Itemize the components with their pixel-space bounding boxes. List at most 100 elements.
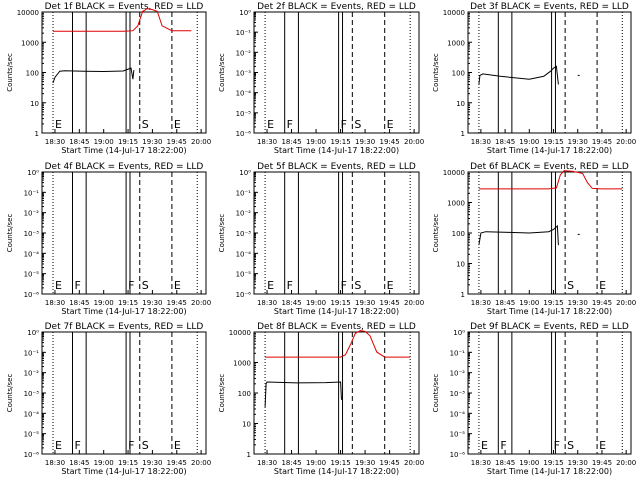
x-tick-label: 19:30 bbox=[568, 299, 588, 307]
x-tick-label: 19:45 bbox=[592, 459, 612, 467]
y-tick-label: 10⁻² bbox=[24, 370, 40, 378]
event-label: S bbox=[354, 279, 361, 292]
y-tick-label: 10⁰ bbox=[239, 9, 251, 17]
x-tick-label: 18:45 bbox=[495, 138, 515, 146]
x-tick-label: 18:45 bbox=[69, 299, 89, 307]
event-label: E bbox=[55, 118, 62, 131]
plot-frame bbox=[41, 331, 207, 455]
x-axis-label: Start Time (14-Jul-17 18:22:00) bbox=[61, 146, 186, 155]
x-tick-label: 19:30 bbox=[355, 138, 375, 146]
events-series-line bbox=[478, 224, 559, 246]
y-tick-label: 10 bbox=[242, 421, 251, 429]
event-label: F bbox=[341, 118, 347, 131]
y-tick-label: 10⁻¹ bbox=[24, 349, 40, 357]
x-tick-label: 18:30 bbox=[471, 138, 491, 146]
x-tick-label: 20:00 bbox=[404, 138, 424, 146]
y-tick-label: 10⁻³ bbox=[236, 230, 252, 238]
x-tick-label: 19:15 bbox=[118, 138, 138, 146]
x-tick-label: 19:00 bbox=[306, 138, 326, 146]
y-tick-label: 10⁻⁶ bbox=[236, 291, 252, 299]
x-tick-label: 19:00 bbox=[94, 138, 114, 146]
x-tick-label: 18:45 bbox=[495, 459, 515, 467]
panel-det-6: Det 6f BLACK = Events, RED = LLD 18:30 18:… bbox=[432, 162, 636, 316]
events-series-line bbox=[52, 67, 135, 84]
y-tick-label: 100 bbox=[26, 70, 39, 78]
y-tick-label: 10⁻³ bbox=[24, 390, 40, 398]
y-tick-label: 1000 bbox=[447, 200, 465, 208]
x-tick-label: 20:00 bbox=[616, 459, 636, 467]
plot-frame bbox=[467, 331, 632, 455]
plot-frame bbox=[253, 331, 420, 455]
panel-title: Det 3f BLACK = Events, RED = LLD bbox=[470, 2, 629, 12]
x-tick-label: 18:30 bbox=[471, 459, 491, 467]
x-tick-label: 19:30 bbox=[568, 138, 588, 146]
x-tick-label: 18:30 bbox=[45, 138, 65, 146]
x-tick-label: 19:45 bbox=[379, 299, 399, 307]
x-tick-label: 19:15 bbox=[543, 459, 563, 467]
panel-title: Det 2f BLACK = Events, RED = LLD bbox=[257, 2, 416, 12]
y-axis-label: Counts/sec bbox=[432, 214, 440, 253]
y-tick-label: 10 bbox=[456, 261, 465, 269]
y-tick-label: 1 bbox=[247, 451, 251, 459]
event-label: F bbox=[75, 279, 81, 292]
event-label: S bbox=[567, 279, 574, 292]
x-tick-label: 19:45 bbox=[167, 459, 187, 467]
x-tick-label: 19:00 bbox=[306, 459, 326, 467]
y-tick-label: 10000 bbox=[443, 169, 465, 177]
x-tick-label: 20:00 bbox=[616, 299, 636, 307]
event-label: E bbox=[387, 279, 394, 292]
x-tick-label: 19:30 bbox=[142, 459, 162, 467]
y-tick-label: 10⁻⁶ bbox=[450, 451, 466, 459]
x-tick-label: 20:00 bbox=[191, 299, 211, 307]
x-tick-label: 19:45 bbox=[379, 138, 399, 146]
event-label: F bbox=[128, 439, 134, 452]
y-tick-label: 10000 bbox=[17, 9, 39, 17]
y-tick-label: 10000 bbox=[229, 329, 251, 337]
panel-title: Det 7f BLACK = Events, RED = LLD bbox=[45, 322, 204, 332]
x-tick-label: 19:30 bbox=[142, 138, 162, 146]
x-tick-label: 18:30 bbox=[257, 299, 277, 307]
y-tick-label: 10⁻⁴ bbox=[24, 410, 40, 418]
panel-title: Det 1f BLACK = Events, RED = LLD bbox=[45, 2, 204, 12]
panel-title: Det 4f BLACK = Events, RED = LLD bbox=[45, 162, 204, 172]
event-label: E bbox=[174, 279, 181, 292]
x-tick-label: 18:45 bbox=[281, 459, 301, 467]
y-tick-label: 10⁻¹ bbox=[236, 29, 252, 37]
y-tick-label: 10⁰ bbox=[239, 169, 251, 177]
event-label: F bbox=[287, 279, 293, 292]
y-tick-label: 10 bbox=[30, 100, 39, 108]
event-label: E bbox=[387, 118, 394, 131]
panel-det-5: Det 5f BLACK = Events, RED = LLD 18:30 18:… bbox=[218, 162, 424, 316]
y-tick-label: 100 bbox=[238, 390, 251, 398]
plot-frame bbox=[41, 11, 207, 134]
lld-series-line bbox=[478, 170, 623, 190]
x-tick-label: 19:45 bbox=[167, 138, 187, 146]
events-series-line bbox=[478, 65, 559, 85]
x-axis-label: Start Time (14-Jul-17 18:22:00) bbox=[487, 467, 612, 476]
panel-det-8: Det 8f BLACK = Events, RED = LLD 18:30 18:… bbox=[218, 322, 424, 476]
event-label: F bbox=[75, 439, 81, 452]
y-tick-label: 1000 bbox=[447, 39, 465, 47]
y-tick-label: 10⁻¹ bbox=[24, 189, 40, 197]
x-axis-label: Start Time (14-Jul-17 18:22:00) bbox=[487, 307, 612, 316]
events-series-line bbox=[264, 381, 342, 407]
y-tick-label: 10 bbox=[456, 100, 465, 108]
x-tick-label: 19:45 bbox=[592, 299, 612, 307]
x-axis-label: Start Time (14-Jul-17 18:22:00) bbox=[274, 307, 399, 316]
panel-title: Det 6f BLACK = Events, RED = LLD bbox=[470, 162, 629, 172]
x-tick-label: 19:00 bbox=[94, 459, 114, 467]
x-axis-label: Start Time (14-Jul-17 18:22:00) bbox=[274, 467, 399, 476]
y-axis-label: Counts/sec bbox=[218, 53, 226, 92]
panel-det-4: Det 4f BLACK = Events, RED = LLD 18:30 18:… bbox=[6, 162, 211, 316]
x-tick-label: 19:30 bbox=[142, 299, 162, 307]
x-tick-label: 19:15 bbox=[543, 299, 563, 307]
y-tick-label: 10⁰ bbox=[27, 169, 39, 177]
y-tick-label: 10⁻² bbox=[236, 49, 252, 57]
x-tick-label: 20:00 bbox=[404, 459, 424, 467]
y-tick-label: 10⁻² bbox=[450, 370, 466, 378]
panel-title: Det 5f BLACK = Events, RED = LLD bbox=[257, 162, 416, 172]
y-tick-label: 1 bbox=[461, 130, 465, 138]
x-tick-label: 18:30 bbox=[257, 138, 277, 146]
y-tick-label: 10⁻³ bbox=[236, 70, 252, 78]
